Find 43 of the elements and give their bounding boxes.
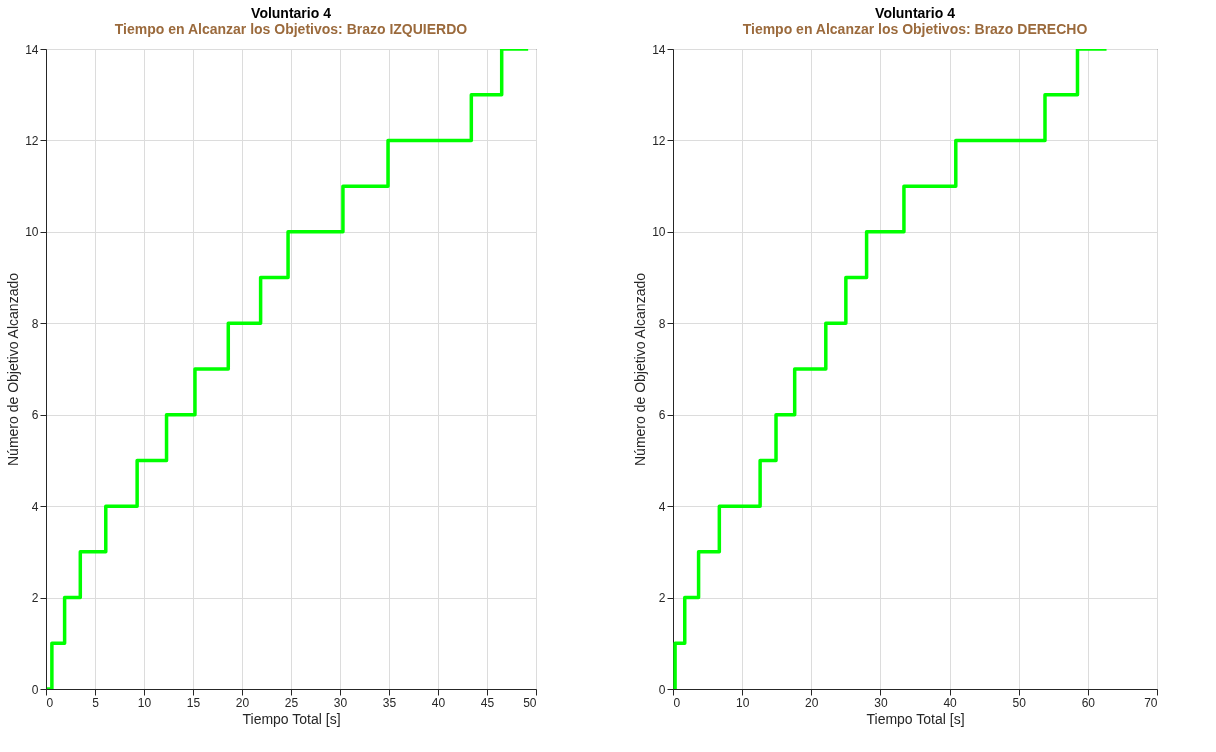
x-tick-label: 5 <box>92 695 100 710</box>
y-tick-label: 12 <box>652 133 666 148</box>
x-axis-title: Tiempo Total [s] <box>242 710 341 727</box>
y-axis-title: Número de Objetivo Alcanzado <box>5 272 22 466</box>
x-tick-label: 10 <box>137 695 152 710</box>
y-tick-label: 2 <box>658 591 666 606</box>
x-tick-label: 50 <box>523 695 537 710</box>
y-tick-label: 4 <box>658 499 666 514</box>
y-tick-label: 4 <box>31 499 39 514</box>
x-tick-label: 70 <box>1144 695 1158 710</box>
y-axis-title: Número de Objetivo Alcanzado <box>632 272 649 466</box>
chart-title: Voluntario 4 <box>875 5 956 21</box>
x-tick-label: 25 <box>284 695 299 710</box>
x-tick-label: 30 <box>874 695 888 710</box>
x-tick-label: 0 <box>46 695 54 710</box>
chart-subtitle: Tiempo en Alcanzar los Objetivos: Brazo IZQUIERDO <box>114 21 468 37</box>
y-tick-label: 2 <box>31 591 39 606</box>
x-tick-label: 20 <box>235 695 250 710</box>
chart-title: Voluntario 4 <box>251 5 332 21</box>
x-tick-label: 20 <box>805 695 819 710</box>
y-tick-label: 12 <box>25 133 39 148</box>
x-tick-label: 30 <box>333 695 348 710</box>
x-tick-label: 35 <box>382 695 397 710</box>
x-axis-title: Tiempo Total [s] <box>866 710 965 727</box>
y-tick-label: 8 <box>658 316 666 331</box>
y-tick-label: 0 <box>658 682 666 697</box>
x-tick-label: 15 <box>186 695 201 710</box>
y-tick-label: 8 <box>31 316 39 331</box>
x-tick-label: 50 <box>1012 695 1027 710</box>
y-tick-label: 0 <box>31 682 39 697</box>
y-tick-label: 14 <box>25 42 39 57</box>
x-tick-label: 40 <box>943 695 958 710</box>
x-tick-label: 40 <box>431 695 446 710</box>
x-tick-label: 60 <box>1081 695 1096 710</box>
y-tick-label: 6 <box>658 408 666 423</box>
chart-subtitle: Tiempo en Alcanzar los Objetivos: Brazo DERECHO <box>742 21 1088 37</box>
x-tick-label: 0 <box>673 695 681 710</box>
y-tick-label: 14 <box>652 42 666 57</box>
y-tick-label: 10 <box>652 225 666 240</box>
y-tick-label: 10 <box>25 225 39 240</box>
y-tick-label: 6 <box>31 408 39 423</box>
x-tick-label: 45 <box>480 695 495 710</box>
x-tick-label: 10 <box>735 695 750 710</box>
